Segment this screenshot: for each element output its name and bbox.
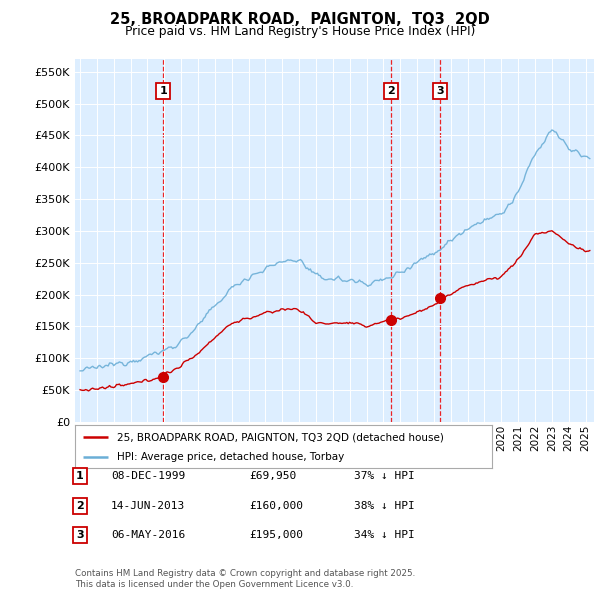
Text: 37% ↓ HPI: 37% ↓ HPI xyxy=(354,471,415,481)
Text: 14-JUN-2013: 14-JUN-2013 xyxy=(111,501,185,510)
Text: Contains HM Land Registry data © Crown copyright and database right 2025.
This d: Contains HM Land Registry data © Crown c… xyxy=(75,569,415,589)
Text: 38% ↓ HPI: 38% ↓ HPI xyxy=(354,501,415,510)
Text: Price paid vs. HM Land Registry's House Price Index (HPI): Price paid vs. HM Land Registry's House … xyxy=(125,25,475,38)
Text: 3: 3 xyxy=(436,86,443,96)
Text: £195,000: £195,000 xyxy=(249,530,303,540)
Text: 1: 1 xyxy=(160,86,167,96)
Text: 06-MAY-2016: 06-MAY-2016 xyxy=(111,530,185,540)
Text: 1: 1 xyxy=(76,471,83,481)
Text: 2: 2 xyxy=(387,86,395,96)
Text: 25, BROADPARK ROAD,  PAIGNTON,  TQ3  2QD: 25, BROADPARK ROAD, PAIGNTON, TQ3 2QD xyxy=(110,12,490,27)
Text: 2: 2 xyxy=(76,501,83,510)
Text: 25, BROADPARK ROAD, PAIGNTON, TQ3 2QD (detached house): 25, BROADPARK ROAD, PAIGNTON, TQ3 2QD (d… xyxy=(116,432,443,442)
Text: 08-DEC-1999: 08-DEC-1999 xyxy=(111,471,185,481)
Text: £69,950: £69,950 xyxy=(249,471,296,481)
Text: HPI: Average price, detached house, Torbay: HPI: Average price, detached house, Torb… xyxy=(116,453,344,462)
Text: 3: 3 xyxy=(76,530,83,540)
Text: £160,000: £160,000 xyxy=(249,501,303,510)
Text: 34% ↓ HPI: 34% ↓ HPI xyxy=(354,530,415,540)
